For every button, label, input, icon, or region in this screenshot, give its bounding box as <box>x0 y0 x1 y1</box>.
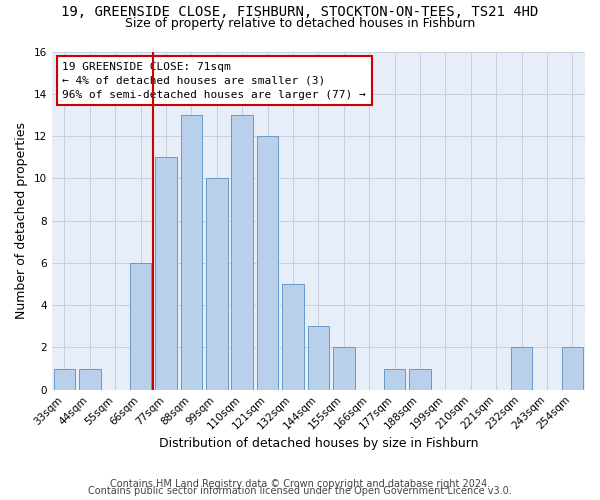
X-axis label: Distribution of detached houses by size in Fishburn: Distribution of detached houses by size … <box>158 437 478 450</box>
Bar <box>409 368 431 390</box>
Bar <box>308 326 329 390</box>
Y-axis label: Number of detached properties: Number of detached properties <box>15 122 28 319</box>
Bar <box>511 348 532 390</box>
Bar <box>384 368 406 390</box>
Text: Size of property relative to detached houses in Fishburn: Size of property relative to detached ho… <box>125 18 475 30</box>
Bar <box>130 263 151 390</box>
Bar <box>282 284 304 390</box>
Bar <box>181 115 202 390</box>
Bar <box>562 348 583 390</box>
Bar <box>79 368 101 390</box>
Bar <box>333 348 355 390</box>
Bar <box>232 115 253 390</box>
Text: 19, GREENSIDE CLOSE, FISHBURN, STOCKTON-ON-TEES, TS21 4HD: 19, GREENSIDE CLOSE, FISHBURN, STOCKTON-… <box>61 5 539 19</box>
Bar <box>257 136 278 390</box>
Text: Contains HM Land Registry data © Crown copyright and database right 2024.: Contains HM Land Registry data © Crown c… <box>110 479 490 489</box>
Bar <box>155 157 177 390</box>
Text: 19 GREENSIDE CLOSE: 71sqm
← 4% of detached houses are smaller (3)
96% of semi-de: 19 GREENSIDE CLOSE: 71sqm ← 4% of detach… <box>62 62 366 100</box>
Bar <box>206 178 227 390</box>
Text: Contains public sector information licensed under the Open Government Licence v3: Contains public sector information licen… <box>88 486 512 496</box>
Bar <box>53 368 75 390</box>
